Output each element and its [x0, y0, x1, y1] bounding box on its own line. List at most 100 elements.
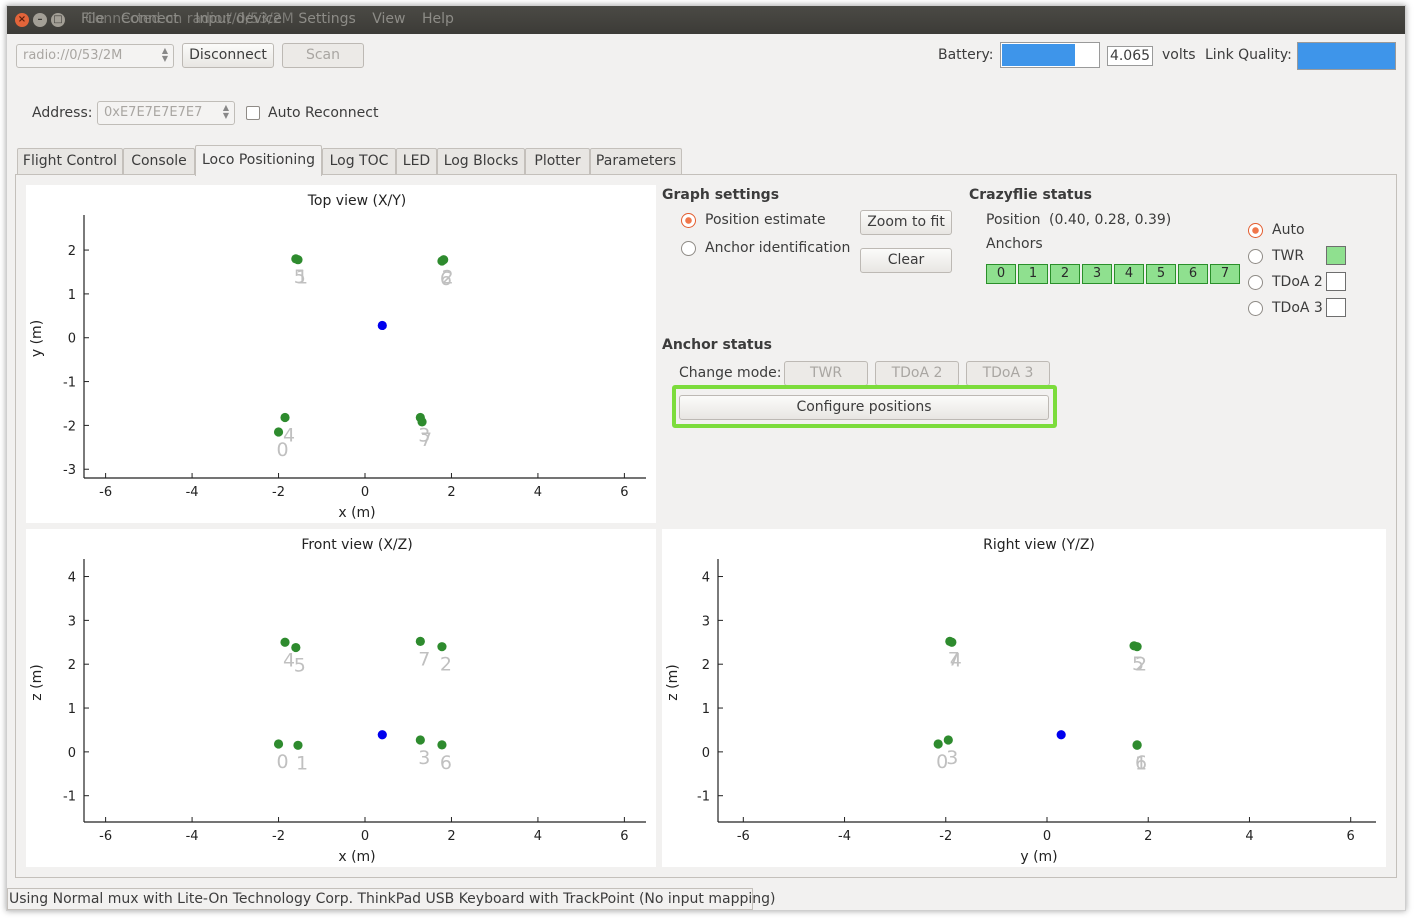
tab-loco-positioning[interactable]: Loco Positioning: [195, 145, 322, 176]
tab-led[interactable]: LED: [396, 148, 437, 175]
tab-plotter[interactable]: Plotter: [525, 148, 590, 175]
anchor-label: 1: [1135, 752, 1147, 774]
anchor-identification-radio[interactable]: [681, 241, 696, 256]
auto-reconnect-checkbox[interactable]: [246, 106, 260, 120]
mode-twr-radio[interactable]: [1248, 249, 1263, 264]
mode-tdoa3-radio[interactable]: [1248, 301, 1263, 316]
anchor-label: 4: [283, 425, 295, 447]
anchor-status-heading: Anchor status: [662, 337, 772, 353]
anchor-point: [280, 637, 290, 647]
graph-settings-heading: Graph settings: [662, 187, 780, 203]
y-tick-label: 1: [68, 702, 76, 717]
window-close-icon[interactable]: ×: [15, 13, 29, 27]
menu-bar: File Connect Input device Settings View …: [81, 11, 466, 27]
clear-button[interactable]: Clear: [860, 248, 952, 273]
tab-log-toc[interactable]: Log TOC: [322, 148, 396, 175]
mode-tdoa3-indicator: [1326, 298, 1346, 317]
mode-tdoa2-radio[interactable]: [1248, 275, 1263, 290]
top-view-plot[interactable]: Top view (X/Y) -6 -4 -2 0 2 4 6 -3 -2 -1 0 1 2 x (m) y …: [26, 185, 656, 523]
focus-highlight: [672, 385, 1057, 428]
uri-select[interactable]: radio://0/53/2M ▲ ▼: [16, 44, 174, 68]
address-input[interactable]: 0xE7E7E7E7E7 ▲ ▼: [97, 101, 235, 125]
x-tick-label: 6: [1347, 829, 1355, 844]
plot-title: Top view (X/Y): [307, 193, 407, 209]
y-tick-label: 1: [702, 702, 710, 717]
tab-log-blocks[interactable]: Log Blocks: [437, 148, 525, 175]
window-title: Connected on radio://0/53/2M: [85, 11, 294, 27]
window-maximize-icon[interactable]: □: [51, 13, 65, 27]
plot-title: Front view (X/Z): [301, 537, 412, 553]
scan-button[interactable]: Scan: [282, 43, 364, 68]
crazyflie-point: [377, 730, 387, 740]
anchor-point: [293, 740, 303, 750]
menu-settings[interactable]: Settings: [298, 11, 356, 27]
position-estimate-radio[interactable]: [681, 213, 696, 228]
tab-flight-control[interactable]: Flight Control: [17, 148, 123, 175]
anchor-label: 2: [1135, 654, 1147, 676]
tab-console[interactable]: Console: [123, 148, 195, 175]
position-label: Position: [986, 212, 1041, 228]
anchor-identification-label: Anchor identification: [705, 240, 851, 256]
zoom-to-fit-button[interactable]: Zoom to fit: [860, 210, 952, 235]
anchor-label: 1: [296, 267, 308, 289]
anchor-label: 7: [420, 429, 432, 451]
x-tick-label: 2: [447, 829, 455, 844]
window-minimize-icon[interactable]: –: [33, 13, 47, 27]
y-tick-label: 2: [68, 658, 76, 673]
menu-file[interactable]: File: [81, 11, 105, 27]
auto-reconnect-label: Auto Reconnect: [268, 105, 379, 121]
y-tick-label: 4: [68, 571, 76, 586]
volts-label: volts: [1162, 47, 1196, 63]
anchor-point: [437, 256, 447, 266]
x-tick-label: -2: [272, 829, 285, 844]
app-window: × – □ File Connect Input device Settings…: [6, 5, 1406, 911]
x-tick-label: -4: [838, 829, 851, 844]
tab-parameters[interactable]: Parameters: [590, 148, 682, 175]
address-value: 0xE7E7E7E7E7: [104, 105, 203, 120]
anchor-mode-twr-button[interactable]: TWR: [784, 361, 868, 386]
y-tick-label: 4: [702, 571, 710, 586]
anchor-indicator: 4: [1114, 264, 1144, 284]
y-tick-label: 0: [68, 746, 76, 761]
crazyflie-status-heading: Crazyflie status: [969, 187, 1092, 203]
mode-twr-label: TWR: [1272, 248, 1305, 264]
right-view-plot[interactable]: Right view (Y/Z) -6 -4 -2 0 2 4 6 -1 0 1 2 3 4 y (m) z …: [662, 529, 1386, 867]
mode-tdoa3-label: TDoA 3: [1272, 300, 1323, 316]
anchor-label: 5: [294, 266, 306, 288]
anchor-label: 7: [418, 648, 430, 670]
y-tick-label: -1: [697, 790, 710, 805]
loco-positioning-panel: Top view (X/Y) -6 -4 -2 0 2 4 6 -3 -2 -1 0 1 2 x (m) y …: [15, 174, 1397, 878]
mode-auto-label: Auto: [1272, 222, 1305, 238]
mode-tdoa2-label: TDoA 2: [1272, 274, 1323, 290]
anchor-mode-tdoa3-button[interactable]: TDoA 3: [966, 361, 1050, 386]
anchor-mode-tdoa2-button[interactable]: TDoA 2: [875, 361, 959, 386]
x-tick-label: 4: [534, 485, 542, 500]
anchor-indicator: 5: [1146, 264, 1176, 284]
disconnect-button[interactable]: Disconnect: [182, 43, 274, 68]
configure-positions-button[interactable]: Configure positions: [679, 395, 1049, 420]
change-mode-label: Change mode:: [679, 365, 782, 381]
mode-auto-radio[interactable]: [1248, 223, 1263, 238]
front-view-plot[interactable]: Front view (X/Z) -6 -4 -2 0 2 4 6 -1 0 1 2 3 4 x (m) z …: [26, 529, 656, 867]
menu-help[interactable]: Help: [421, 11, 454, 27]
spin-arrows-icon: ▲ ▼: [222, 103, 229, 120]
right-view-svg: Right view (Y/Z) -6 -4 -2 0 2 4 6 -1 0 1 2 3 4 y (m) z …: [665, 537, 1376, 865]
x-axis-label: x (m): [338, 849, 375, 865]
anchor-label: 4: [950, 649, 962, 671]
x-tick-label: 6: [620, 485, 628, 500]
anchor-point: [437, 642, 447, 652]
x-tick-label: -2: [272, 485, 285, 500]
y-tick-label: -1: [63, 376, 76, 391]
menu-input-device[interactable]: Input device: [195, 11, 282, 27]
anchor-indicator: 0: [986, 264, 1016, 284]
y-axis-label: z (m): [665, 664, 681, 700]
menu-connect[interactable]: Connect: [120, 11, 179, 27]
anchor-label: 0: [276, 751, 288, 773]
link-quality-bar: [1297, 42, 1396, 70]
y-tick-label: 0: [68, 332, 76, 347]
anchor-point: [273, 739, 284, 749]
anchor-indicator: 1: [1018, 264, 1048, 284]
title-bar: × – □ File Connect Input device Settings…: [7, 6, 1405, 34]
menu-view[interactable]: View: [372, 11, 406, 27]
anchor-label: 7: [948, 648, 960, 670]
